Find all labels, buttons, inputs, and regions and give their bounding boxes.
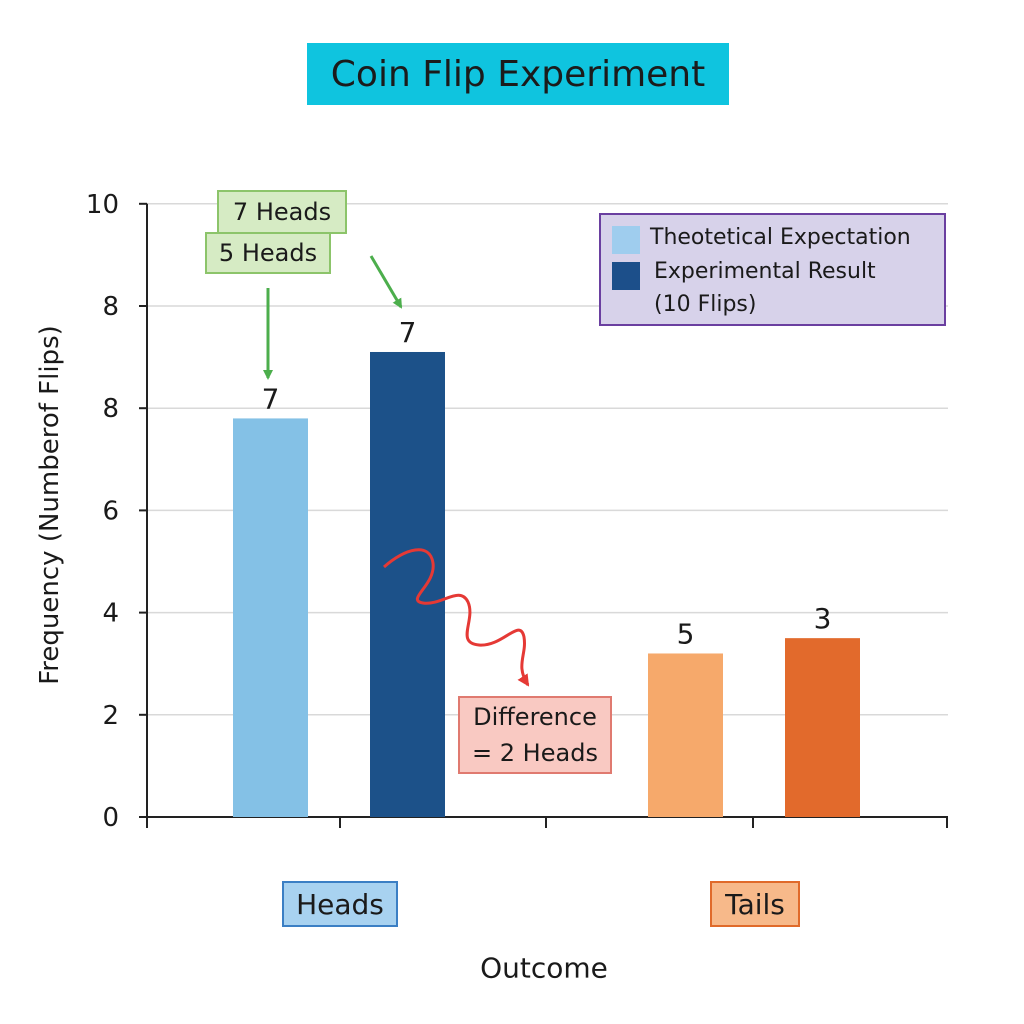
y-axis-label: Frequency (Numberof Flips) [35,325,65,685]
annotation-note-7-heads: 7 Heads [217,190,347,234]
bar-heads-theoretical [233,418,308,817]
chart-legend: Theotetical Expectation Experimental Res… [599,213,946,326]
red-squiggle-arrow [382,548,530,687]
difference-note-line-1: Difference [473,703,597,731]
y-tick-label: 2 [102,701,119,731]
bar-data-label: 5 [677,617,695,650]
category-label-heads: Heads [282,881,398,927]
annotation-difference-note: Difference = 2 Heads [458,696,612,774]
bar-heads-experimental [370,351,445,817]
x-axis-label: Outcome [480,951,608,985]
difference-note-line-2: = 2 Heads [472,739,598,767]
legend-label-theoretical: Theotetical Expectation [650,225,911,250]
y-tick-label: 0 [102,803,119,833]
bar-tails-experimental [785,638,860,817]
legend-swatch-theoretical [612,226,640,254]
green-arrow-diagonal [369,255,403,309]
bar-data-label: 7 [399,316,417,349]
bar-data-label: 3 [814,602,832,635]
y-tick-label: 8 [102,394,119,424]
y-tick-label: 8 [102,292,119,322]
y-tick-label: 10 [86,190,119,220]
annotation-note-5-heads: 5 Heads [205,232,331,274]
bar-data-label: 7 [262,382,280,415]
y-tick-label: 4 [102,599,119,629]
legend-label-experimental: Experimental Result [654,259,876,284]
y-tick-label: 6 [102,496,119,526]
chart-title: Coin Flip Experiment [307,43,729,105]
category-label-tails: Tails [710,881,800,927]
legend-swatch-experimental [612,262,640,290]
bar-tails-theoretical [648,653,723,817]
legend-note: (10 Flips) [654,292,757,317]
